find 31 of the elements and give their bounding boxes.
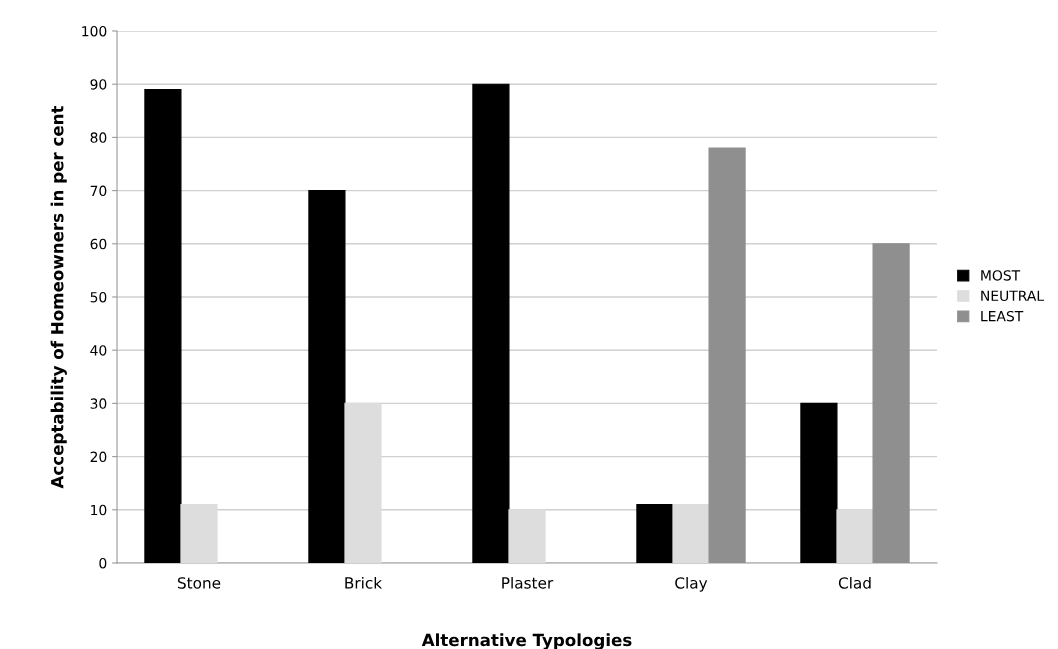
- y-tick-label: 70: [90, 185, 107, 197]
- legend-label: NEUTRAL: [981, 290, 1044, 302]
- bar: [836, 509, 874, 563]
- y-tick-label: 60: [90, 238, 107, 250]
- bar: [636, 503, 674, 563]
- bar: [508, 509, 546, 563]
- x-tick-label: Brick: [345, 576, 383, 589]
- x-tick-label: Plaster: [502, 576, 554, 589]
- legend-label: LEAST: [981, 310, 1024, 322]
- bar: [672, 503, 710, 563]
- x-tick-label: Stone: [177, 577, 221, 589]
- y-axis-title: Acceptability of Homeowners in per cent: [50, 105, 67, 489]
- y-tick-label: 0: [99, 557, 107, 569]
- y-tick-label: 90: [90, 79, 107, 90]
- y-tick-label: 80: [90, 132, 107, 143]
- y-tick-label: 100: [82, 25, 107, 37]
- bar: [180, 503, 218, 563]
- bar: [344, 402, 382, 563]
- bar: [308, 190, 346, 563]
- bar: [472, 83, 510, 563]
- bar: [800, 402, 838, 563]
- x-axis-title: Alternative Typologies: [421, 633, 632, 649]
- legend-label: MOST: [981, 270, 1021, 281]
- y-tick-label: 50: [90, 291, 107, 303]
- y-tick-label: 40: [90, 345, 107, 356]
- y-tick-label: 20: [90, 451, 107, 463]
- x-tick-label: Clay: [675, 576, 708, 592]
- bar: [144, 88, 182, 563]
- x-tick-label: Clad: [838, 576, 871, 589]
- y-tick-label: 10: [91, 504, 107, 516]
- y-tick-label: 30: [90, 398, 107, 409]
